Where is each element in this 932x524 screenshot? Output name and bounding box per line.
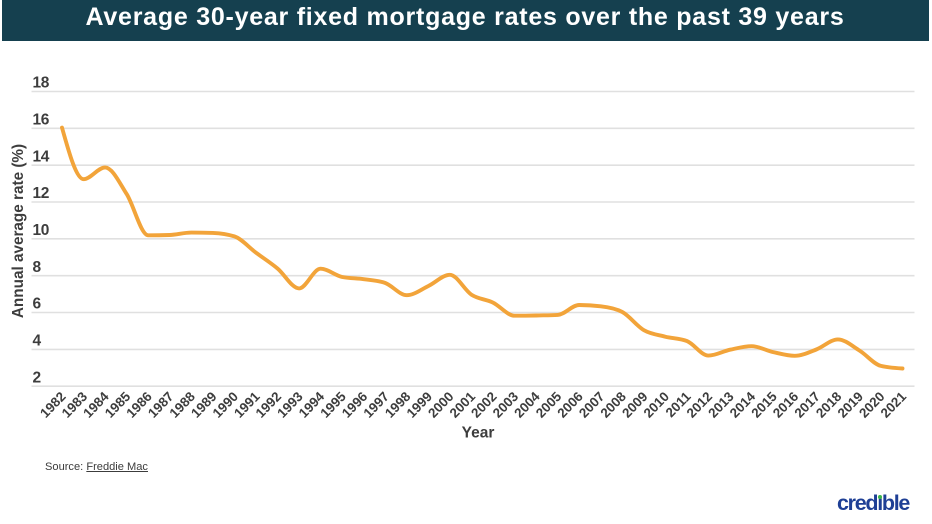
- svg-text:Annual average rate (%): Annual average rate (%): [10, 144, 27, 318]
- svg-text:4: 4: [33, 333, 42, 350]
- svg-text:16: 16: [33, 112, 50, 129]
- svg-text:10: 10: [33, 222, 49, 239]
- svg-text:18: 18: [33, 75, 50, 92]
- svg-text:8: 8: [33, 259, 42, 276]
- svg-text:12: 12: [33, 185, 49, 202]
- svg-text:6: 6: [33, 296, 42, 313]
- svg-text:14: 14: [33, 148, 50, 165]
- svg-text:Year: Year: [462, 425, 495, 442]
- svg-text:2: 2: [33, 369, 41, 386]
- svg-text:2021: 2021: [878, 388, 910, 420]
